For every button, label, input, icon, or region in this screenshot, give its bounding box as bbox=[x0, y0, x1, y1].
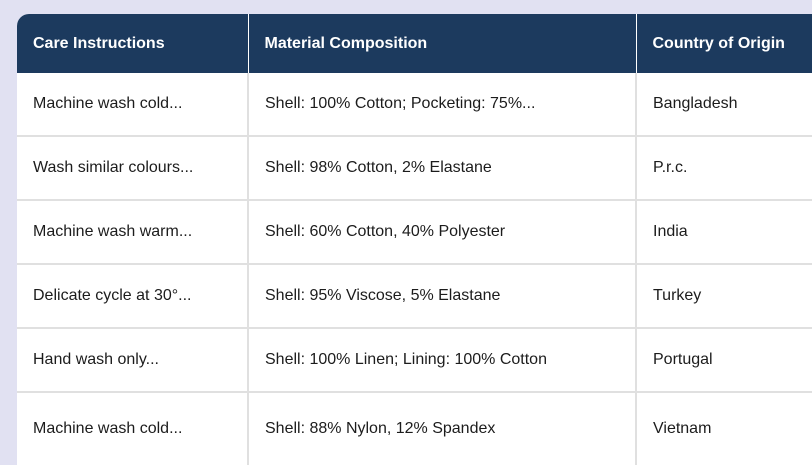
cell-care-instructions: Hand wash only... bbox=[17, 327, 248, 392]
cell-care-instructions: Machine wash warm... bbox=[17, 199, 248, 264]
column-header-care-instructions: Care Instructions bbox=[17, 14, 248, 73]
table-row: Delicate cycle at 30°... Shell: 95% Visc… bbox=[17, 263, 812, 328]
cell-care-instructions: Machine wash cold... bbox=[17, 73, 248, 136]
table-row: Hand wash only... Shell: 100% Linen; Lin… bbox=[17, 327, 812, 392]
cell-material-composition: Shell: 95% Viscose, 5% Elastane bbox=[247, 263, 636, 328]
cell-country-of-origin: P.r.c. bbox=[635, 135, 812, 200]
cell-care-instructions: Wash similar colours... bbox=[17, 135, 248, 200]
column-header-material-composition: Material Composition bbox=[247, 14, 636, 73]
product-attributes-table: Care Instructions Material Composition C… bbox=[17, 14, 812, 465]
table-row: Machine wash cold... Shell: 100% Cotton;… bbox=[17, 73, 812, 136]
column-header-country-of-origin: Country of Origin bbox=[635, 14, 812, 73]
cell-country-of-origin: Turkey bbox=[635, 263, 812, 328]
table-header-row: Care Instructions Material Composition C… bbox=[17, 14, 812, 73]
cell-material-composition: Shell: 88% Nylon, 12% Spandex bbox=[247, 391, 636, 465]
table-row: Machine wash cold... Shell: 88% Nylon, 1… bbox=[17, 391, 812, 465]
table-row: Wash similar colours... Shell: 98% Cotto… bbox=[17, 135, 812, 200]
cell-material-composition: Shell: 60% Cotton, 40% Polyester bbox=[247, 199, 636, 264]
cell-country-of-origin: India bbox=[635, 199, 812, 264]
cell-material-composition: Shell: 100% Cotton; Pocketing: 75%... bbox=[247, 73, 636, 136]
cell-material-composition: Shell: 100% Linen; Lining: 100% Cotton bbox=[247, 327, 636, 392]
cell-country-of-origin: Bangladesh bbox=[635, 73, 812, 136]
cell-country-of-origin: Vietnam bbox=[635, 391, 812, 465]
cell-country-of-origin: Portugal bbox=[635, 327, 812, 392]
cell-material-composition: Shell: 98% Cotton, 2% Elastane bbox=[247, 135, 636, 200]
table-header: Care Instructions Material Composition C… bbox=[17, 14, 812, 73]
cell-care-instructions: Delicate cycle at 30°... bbox=[17, 263, 248, 328]
product-attributes-table-card[interactable]: Care Instructions Material Composition C… bbox=[17, 14, 812, 465]
table-row: Machine wash warm... Shell: 60% Cotton, … bbox=[17, 199, 812, 264]
table-body: Machine wash cold... Shell: 100% Cotton;… bbox=[17, 73, 812, 465]
cell-care-instructions: Machine wash cold... bbox=[17, 391, 248, 465]
